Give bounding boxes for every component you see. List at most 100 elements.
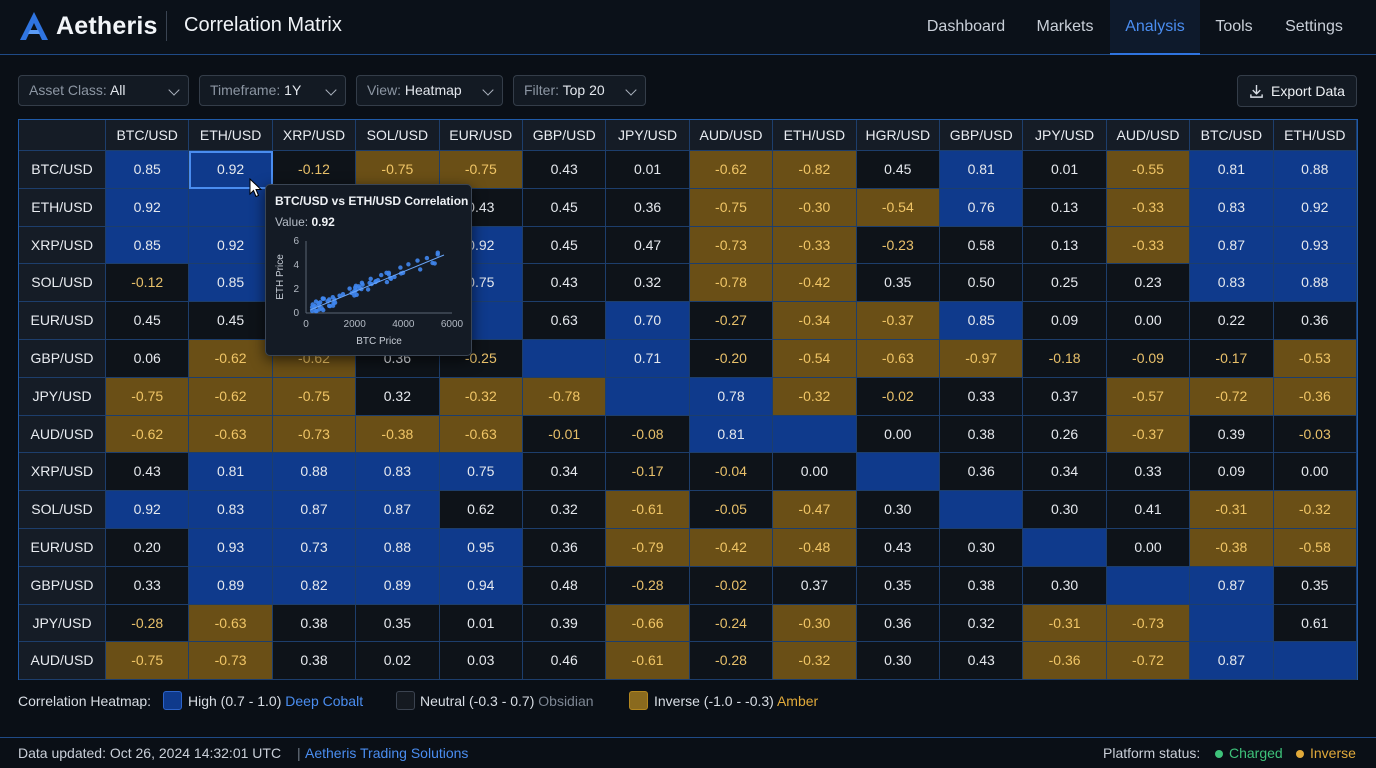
- matrix-cell[interactable]: 0.38: [940, 566, 1024, 605]
- row-header[interactable]: SOL/USD: [19, 264, 106, 303]
- row-header[interactable]: JPY/USD: [19, 377, 106, 416]
- matrix-cell[interactable]: 0.81: [189, 453, 273, 492]
- matrix-cell[interactable]: 0.41: [1106, 491, 1191, 529]
- matrix-cell[interactable]: 0.33: [940, 377, 1024, 416]
- matrix-cell[interactable]: -0.23: [856, 226, 940, 265]
- matrix-cell[interactable]: 0.88: [356, 529, 440, 567]
- filter-dropdown[interactable]: Filter: Top 20: [513, 75, 646, 106]
- matrix-cell[interactable]: -0.34: [773, 302, 857, 340]
- matrix-cell[interactable]: 0.45: [106, 302, 190, 340]
- matrix-cell[interactable]: -0.02: [856, 377, 940, 416]
- matrix-cell[interactable]: -0.62: [689, 151, 774, 189]
- matrix-cell[interactable]: 0.32: [523, 491, 607, 529]
- matrix-cell[interactable]: 0.85: [189, 264, 273, 303]
- matrix-cell[interactable]: 0.32: [940, 604, 1024, 643]
- matrix-cell[interactable]: 0.88: [1273, 264, 1357, 303]
- matrix-cell[interactable]: -0.31: [1190, 491, 1274, 529]
- matrix-cell[interactable]: -0.28: [689, 642, 774, 681]
- matrix-cell[interactable]: -0.12: [272, 151, 357, 189]
- matrix-cell[interactable]: 0.92: [189, 226, 273, 265]
- matrix-cell[interactable]: -0.36: [1273, 377, 1357, 416]
- matrix-cell[interactable]: 0.23: [1106, 264, 1191, 303]
- column-header[interactable]: AUD/USD: [1106, 120, 1191, 151]
- matrix-cell[interactable]: 0.63: [523, 302, 607, 340]
- row-header[interactable]: XRP/USD: [19, 453, 106, 492]
- matrix-cell[interactable]: 0.36: [1273, 302, 1357, 340]
- matrix-cell[interactable]: -0.30: [773, 604, 857, 643]
- matrix-cell[interactable]: -0.78: [689, 264, 774, 303]
- matrix-cell[interactable]: -0.02: [689, 566, 774, 605]
- matrix-cell[interactable]: 0.43: [940, 642, 1024, 681]
- matrix-cell[interactable]: 0.88: [1273, 151, 1357, 189]
- matrix-cell[interactable]: 0.45: [856, 151, 940, 189]
- matrix-cell[interactable]: 0.00: [773, 453, 857, 492]
- matrix-cell[interactable]: 0.88: [272, 453, 357, 492]
- matrix-cell[interactable]: [1023, 529, 1107, 567]
- matrix-cell[interactable]: -0.66: [606, 604, 690, 643]
- matrix-cell[interactable]: 0.93: [1273, 226, 1357, 265]
- matrix-cell[interactable]: 0.20: [106, 529, 190, 567]
- matrix-cell[interactable]: 0.43: [523, 151, 607, 189]
- matrix-cell[interactable]: 0.93: [189, 529, 273, 567]
- matrix-cell[interactable]: 0.01: [1023, 151, 1107, 189]
- matrix-cell[interactable]: -0.73: [1106, 604, 1191, 643]
- matrix-cell[interactable]: 0.45: [523, 188, 607, 227]
- matrix-cell[interactable]: 0.39: [523, 604, 607, 643]
- matrix-cell[interactable]: -0.75: [272, 377, 357, 416]
- matrix-cell[interactable]: 0.36: [856, 604, 940, 643]
- matrix-cell[interactable]: -0.63: [189, 604, 273, 643]
- matrix-cell[interactable]: 0.92: [106, 491, 190, 529]
- row-header[interactable]: AUD/USD: [19, 415, 106, 454]
- matrix-cell[interactable]: 0.06: [106, 340, 190, 378]
- matrix-cell[interactable]: 0.26: [1023, 415, 1107, 454]
- matrix-cell[interactable]: -0.73: [272, 415, 357, 454]
- matrix-cell[interactable]: 0.02: [356, 642, 440, 681]
- matrix-cell[interactable]: -0.18: [1023, 340, 1107, 378]
- matrix-cell[interactable]: -0.28: [606, 566, 690, 605]
- matrix-cell[interactable]: 0.43: [856, 529, 940, 567]
- matrix-cell[interactable]: -0.58: [1273, 529, 1357, 567]
- column-header[interactable]: BTC/USD: [1190, 120, 1274, 151]
- matrix-cell[interactable]: 0.00: [1106, 529, 1191, 567]
- matrix-cell[interactable]: 0.38: [272, 604, 357, 643]
- row-header[interactable]: ETH/USD: [19, 188, 106, 227]
- matrix-cell[interactable]: 0.13: [1023, 226, 1107, 265]
- matrix-cell[interactable]: 0.13: [1023, 188, 1107, 227]
- matrix-cell[interactable]: 0.25: [1023, 264, 1107, 303]
- column-header[interactable]: ETH/USD: [1273, 120, 1357, 151]
- matrix-cell[interactable]: -0.75: [439, 151, 523, 189]
- matrix-cell[interactable]: 0.58: [940, 226, 1024, 265]
- matrix-cell[interactable]: 0.87: [1190, 226, 1274, 265]
- matrix-cell[interactable]: 0.33: [106, 566, 190, 605]
- matrix-cell[interactable]: 0.37: [773, 566, 857, 605]
- matrix-cell[interactable]: 0.30: [856, 491, 940, 529]
- matrix-cell[interactable]: -0.75: [106, 642, 190, 681]
- column-header[interactable]: JPY/USD: [606, 120, 690, 151]
- matrix-cell[interactable]: -0.48: [773, 529, 857, 567]
- matrix-cell[interactable]: -0.30: [773, 188, 857, 227]
- matrix-cell[interactable]: 0.48: [523, 566, 607, 605]
- matrix-cell[interactable]: -0.20: [689, 340, 774, 378]
- matrix-cell[interactable]: -0.32: [773, 642, 857, 681]
- matrix-cell[interactable]: 0.35: [356, 604, 440, 643]
- column-header[interactable]: XRP/USD: [272, 120, 357, 151]
- matrix-cell[interactable]: -0.78: [523, 377, 607, 416]
- matrix-cell[interactable]: [856, 453, 940, 492]
- column-header[interactable]: GBP/USD: [940, 120, 1024, 151]
- row-header[interactable]: GBP/USD: [19, 340, 106, 378]
- column-header[interactable]: ETH/USD: [773, 120, 857, 151]
- asset-class-dropdown[interactable]: Asset Class: All: [18, 75, 189, 106]
- matrix-cell[interactable]: -0.75: [689, 188, 774, 227]
- matrix-cell[interactable]: 0.87: [1190, 642, 1274, 681]
- column-header[interactable]: SOL/USD: [356, 120, 440, 151]
- nav-settings[interactable]: Settings: [1285, 18, 1343, 35]
- matrix-cell[interactable]: -0.05: [689, 491, 774, 529]
- matrix-cell[interactable]: -0.72: [1190, 377, 1274, 416]
- matrix-cell[interactable]: -0.33: [773, 226, 857, 265]
- view-dropdown[interactable]: View: Heatmap: [356, 75, 503, 106]
- matrix-cell[interactable]: -0.62: [189, 377, 273, 416]
- column-header[interactable]: GBP/USD: [523, 120, 607, 151]
- matrix-cell[interactable]: -0.32: [773, 377, 857, 416]
- matrix-cell[interactable]: -0.42: [773, 264, 857, 303]
- matrix-cell[interactable]: 0.35: [856, 566, 940, 605]
